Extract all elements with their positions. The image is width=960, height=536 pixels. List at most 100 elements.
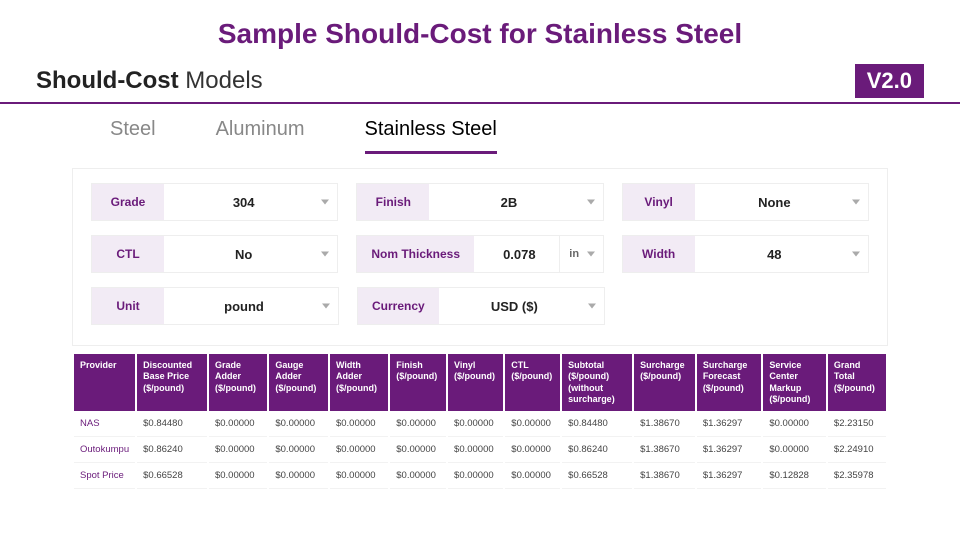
table-row: Spot Price$0.66528$0.00000$0.00000$0.000… (74, 463, 886, 489)
chevron-down-icon (852, 252, 860, 257)
table-col-10: Surcharge Forecast ($/pound) (697, 354, 762, 411)
value-cell: $0.00000 (505, 463, 560, 489)
value-cell: $0.00000 (269, 411, 328, 437)
provider-cell: Spot Price (74, 463, 135, 489)
select-currency[interactable]: USD ($) (439, 288, 604, 324)
tab-stainless-steel[interactable]: Stainless Steel (365, 118, 497, 154)
form-row-3: Unit pound Currency USD ($) (91, 287, 869, 325)
value-cell: $2.23150 (828, 411, 886, 437)
value-cell: $0.00000 (763, 437, 826, 463)
value-cell: $0.00000 (330, 463, 388, 489)
value-cell: $1.36297 (697, 437, 762, 463)
value-cell: $1.36297 (697, 411, 762, 437)
table-col-5: Finish ($/pound) (390, 354, 446, 411)
value-cell: $0.84480 (562, 411, 632, 437)
chevron-down-icon (587, 200, 595, 205)
chevron-down-icon (321, 200, 329, 205)
value-ctl: No (174, 247, 313, 262)
value-cell: $0.84480 (137, 411, 207, 437)
table-row: Outokumpu$0.86240$0.00000$0.00000$0.0000… (74, 437, 886, 463)
select-nom-thickness-unit[interactable]: in (559, 236, 603, 272)
label-finish: Finish (357, 184, 429, 220)
results-table-wrap: ProviderDiscounted Base Price ($/pound)G… (72, 354, 888, 489)
value-cell: $2.35978 (828, 463, 886, 489)
chevron-down-icon (322, 304, 330, 309)
table-col-3: Gauge Adder ($/pound) (269, 354, 328, 411)
header-rest: Models (179, 67, 263, 94)
value-cell: $0.00000 (209, 437, 267, 463)
value-cell: $0.00000 (448, 463, 503, 489)
tab-steel[interactable]: Steel (110, 118, 156, 154)
table-col-7: CTL ($/pound) (505, 354, 560, 411)
table-body: NAS$0.84480$0.00000$0.00000$0.00000$0.00… (74, 411, 886, 489)
value-cell: $0.86240 (137, 437, 207, 463)
table-col-8: Subtotal ($/pound) (without surcharge) (562, 354, 632, 411)
chevron-down-icon (587, 252, 595, 257)
label-currency: Currency (358, 288, 439, 324)
value-finish: 2B (439, 195, 578, 210)
tabs: Steel Aluminum Stainless Steel (0, 104, 960, 154)
provider-cell: Outokumpu (74, 437, 135, 463)
table-header-row: ProviderDiscounted Base Price ($/pound)G… (74, 354, 886, 411)
form-spacer (623, 287, 869, 325)
value-cell: $0.00000 (330, 437, 388, 463)
tab-aluminum[interactable]: Aluminum (216, 118, 305, 154)
value-cell: $1.36297 (697, 463, 762, 489)
form-row-1: Grade 304 Finish 2B Vinyl None (91, 183, 869, 221)
chevron-down-icon (588, 304, 596, 309)
select-vinyl[interactable]: None (695, 184, 868, 220)
chevron-down-icon (852, 200, 860, 205)
value-cell: $0.12828 (763, 463, 826, 489)
select-width[interactable]: 48 (695, 236, 868, 272)
select-unit[interactable]: pound (164, 288, 338, 324)
value-cell: $1.38670 (634, 463, 695, 489)
header-row: Should-Cost Models V2.0 (0, 64, 960, 104)
value-nom-thickness: 0.078 (484, 247, 555, 262)
value-cell: $0.00000 (269, 437, 328, 463)
results-table: ProviderDiscounted Base Price ($/pound)G… (72, 354, 888, 489)
header-bold: Should-Cost (36, 67, 179, 94)
field-finish: Finish 2B (356, 183, 603, 221)
table-col-4: Width Adder ($/pound) (330, 354, 388, 411)
table-col-6: Vinyl ($/pound) (448, 354, 503, 411)
input-nom-thickness[interactable]: 0.078 (474, 236, 559, 272)
table-col-2: Grade Adder ($/pound) (209, 354, 267, 411)
field-currency: Currency USD ($) (357, 287, 605, 325)
form-area: Grade 304 Finish 2B Vinyl None CTL No No… (72, 168, 888, 346)
value-cell: $0.00000 (269, 463, 328, 489)
value-currency: USD ($) (449, 299, 580, 314)
label-vinyl: Vinyl (623, 184, 695, 220)
table-col-12: Grand Total ($/pound) (828, 354, 886, 411)
field-vinyl: Vinyl None (622, 183, 869, 221)
select-finish[interactable]: 2B (429, 184, 602, 220)
label-width: Width (623, 236, 695, 272)
value-vinyl: None (705, 195, 844, 210)
header-label: Should-Cost Models (36, 67, 263, 95)
value-unit: pound (174, 299, 314, 314)
field-grade: Grade 304 (91, 183, 338, 221)
select-grade[interactable]: 304 (164, 184, 337, 220)
field-ctl: CTL No (91, 235, 338, 273)
page-title: Sample Should-Cost for Stainless Steel (0, 0, 960, 64)
label-unit: Unit (92, 288, 164, 324)
value-cell: $0.00000 (763, 411, 826, 437)
value-cell: $0.66528 (562, 463, 632, 489)
table-col-9: Surcharge ($/pound) (634, 354, 695, 411)
value-cell: $0.00000 (390, 463, 446, 489)
version-badge: V2.0 (855, 64, 924, 98)
value-cell: $0.00000 (330, 411, 388, 437)
table-col-0: Provider (74, 354, 135, 411)
value-width: 48 (705, 247, 844, 262)
chevron-down-icon (321, 252, 329, 257)
field-nom-thickness: Nom Thickness 0.078 in (356, 235, 603, 273)
value-cell: $0.00000 (505, 411, 560, 437)
value-cell: $0.00000 (209, 463, 267, 489)
value-grade: 304 (174, 195, 313, 210)
label-nom-thickness: Nom Thickness (357, 236, 474, 272)
field-unit: Unit pound (91, 287, 339, 325)
value-cell: $1.38670 (634, 411, 695, 437)
value-nom-thickness-unit: in (569, 248, 579, 260)
table-head: ProviderDiscounted Base Price ($/pound)G… (74, 354, 886, 411)
value-cell: $1.38670 (634, 437, 695, 463)
select-ctl[interactable]: No (164, 236, 337, 272)
